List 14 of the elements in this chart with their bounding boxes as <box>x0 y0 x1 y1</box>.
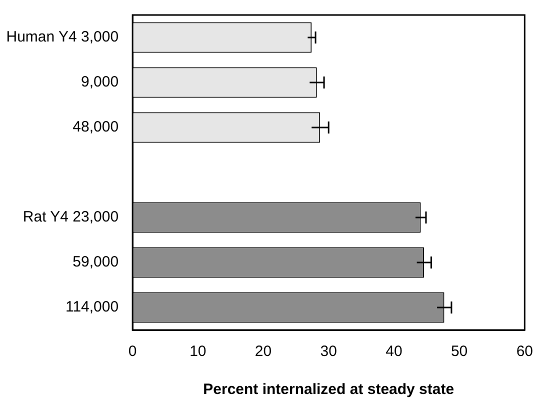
y-tick-label: Rat Y4 23,000 <box>22 208 119 226</box>
y-tick-label: 48,000 <box>72 118 119 136</box>
x-tick-label: 10 <box>190 343 206 360</box>
x-tick-label: 20 <box>254 343 272 360</box>
x-tick-label: 30 <box>320 343 337 360</box>
x-tick-label: 0 <box>128 343 137 360</box>
y-tick-label: Human Y4 3,000 <box>6 28 119 46</box>
x-tick-label: 50 <box>450 343 468 360</box>
x-tick-label: 60 <box>516 343 533 360</box>
x-axis-title: Percent internalized at steady state <box>203 381 454 398</box>
y-tick-label: 114,000 <box>65 298 119 316</box>
y-tick-label: 59,000 <box>72 254 119 271</box>
x-tick-label: 40 <box>386 343 402 360</box>
y-tick-label: 9,000 <box>81 74 119 91</box>
